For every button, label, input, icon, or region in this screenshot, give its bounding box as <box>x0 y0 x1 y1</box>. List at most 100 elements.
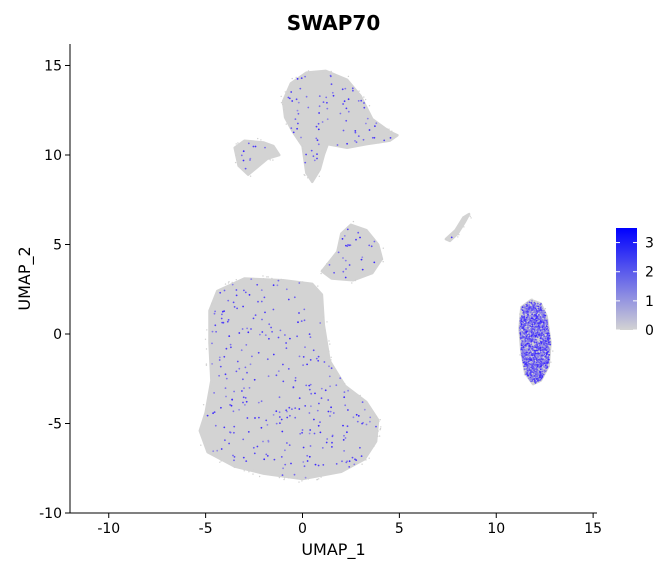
expressing-cell-point <box>544 348 546 351</box>
expressing-cell-point <box>546 321 548 324</box>
cell-point <box>377 435 379 437</box>
expressing-cell-point <box>536 305 538 307</box>
cell-point <box>463 226 465 228</box>
expressing-cell-point <box>534 381 537 383</box>
expressing-cell-point <box>541 319 543 322</box>
expressing-cell-point <box>521 306 524 309</box>
expressing-cell-point <box>536 350 539 353</box>
cell-point <box>363 96 365 98</box>
expressing-cell-point <box>211 330 214 333</box>
expressing-cell-point <box>534 332 537 335</box>
expressing-cell-point <box>351 87 354 90</box>
expressing-cell-point <box>245 400 248 403</box>
expressing-cell-point <box>225 395 227 398</box>
expressing-cell-point <box>527 315 530 318</box>
cell-point <box>301 145 304 147</box>
cell-point <box>548 365 550 367</box>
expressing-cell-point <box>546 323 548 326</box>
cell-point <box>307 177 309 179</box>
main-cluster-density <box>198 277 380 481</box>
expressing-cell-point <box>268 337 270 340</box>
cell-point <box>316 479 318 481</box>
expressing-cell-point <box>548 334 551 337</box>
expressing-cell-point <box>526 302 529 304</box>
expressing-cell-point <box>528 335 531 338</box>
expressing-cell-point <box>359 446 361 449</box>
expressing-cell-point <box>374 125 376 127</box>
expressing-cell-point <box>211 363 214 365</box>
expressing-cell-point <box>248 387 251 389</box>
y-tick-label: 5 <box>53 237 62 253</box>
expressing-cell-point <box>344 437 347 439</box>
expressing-cell-point <box>532 374 534 376</box>
expressing-cell-point <box>543 332 545 335</box>
cell-point <box>544 308 547 310</box>
expressing-cell-point <box>348 466 351 468</box>
cell-point <box>283 478 285 481</box>
expressing-cell-point <box>242 378 244 381</box>
expressing-cell-point <box>296 335 298 338</box>
expressing-cell-point <box>242 159 245 162</box>
expressing-cell-point <box>526 357 529 359</box>
expressing-cell-point <box>536 379 539 382</box>
cell-point <box>258 475 261 478</box>
expressing-cell-point <box>343 391 346 393</box>
expressing-cell-point <box>534 335 537 338</box>
expressing-cell-point <box>285 347 288 350</box>
expressing-cell-point <box>531 327 534 330</box>
cell-point <box>552 350 554 352</box>
expressing-cell-point <box>544 355 547 358</box>
expressing-cell-point <box>538 373 540 375</box>
expressing-cell-point <box>543 362 546 365</box>
expressing-cell-point <box>249 159 251 161</box>
expressing-cell-point <box>287 298 290 301</box>
expressing-cell-point <box>329 415 331 417</box>
expressing-cell-point <box>270 326 272 329</box>
expressing-cell-point <box>539 346 542 349</box>
expressing-cell-point <box>546 330 549 333</box>
expressing-cell-point <box>363 408 366 411</box>
small-right-cluster-density <box>444 212 471 243</box>
expressing-cell-point <box>282 467 284 470</box>
expressing-cell-point <box>532 318 535 321</box>
expressing-cell-point <box>328 264 331 266</box>
expressing-cell-point <box>236 307 239 310</box>
expressing-cell-point <box>528 367 530 369</box>
expressing-cell-point <box>354 130 357 132</box>
expressing-cell-point <box>524 337 527 340</box>
expressing-cell-point <box>546 340 549 342</box>
expressing-cell-point <box>242 150 245 153</box>
expressing-cell-point <box>346 228 349 231</box>
expressing-cell-point <box>206 414 209 417</box>
expressing-cell-point <box>534 309 537 311</box>
expressing-cell-point <box>285 288 288 291</box>
expressing-cell-point <box>522 321 524 323</box>
expressing-cell-point <box>316 139 319 142</box>
expressing-cell-point <box>304 476 307 479</box>
expressing-cell-point <box>279 422 281 424</box>
expressing-cell-point <box>524 331 527 334</box>
expressing-cell-point <box>263 296 266 299</box>
expressing-cell-point <box>548 354 550 356</box>
expressing-cell-point <box>526 351 528 354</box>
expressing-cell-point <box>373 261 376 264</box>
expressing-cell-point <box>285 342 287 344</box>
expressing-cell-point <box>373 136 376 139</box>
expressing-cell-point <box>246 327 249 330</box>
expressing-cell-point <box>302 356 305 358</box>
expressing-cell-point <box>531 300 533 302</box>
expressing-cell-point <box>525 314 528 317</box>
cell-point <box>227 282 230 284</box>
expressing-cell-point <box>543 316 546 319</box>
expressing-cell-point <box>545 320 548 323</box>
cell-point <box>262 278 265 280</box>
expressing-cell-point <box>533 369 536 372</box>
expressing-cell-point <box>341 460 343 463</box>
expressing-cell-point <box>227 319 230 321</box>
expressing-cell-point <box>521 309 524 312</box>
expressing-cell-point <box>293 473 296 476</box>
expressing-cell-point <box>539 357 542 359</box>
cell-point <box>457 236 459 238</box>
expressing-cell-point <box>319 421 321 423</box>
cell-point <box>330 356 332 358</box>
